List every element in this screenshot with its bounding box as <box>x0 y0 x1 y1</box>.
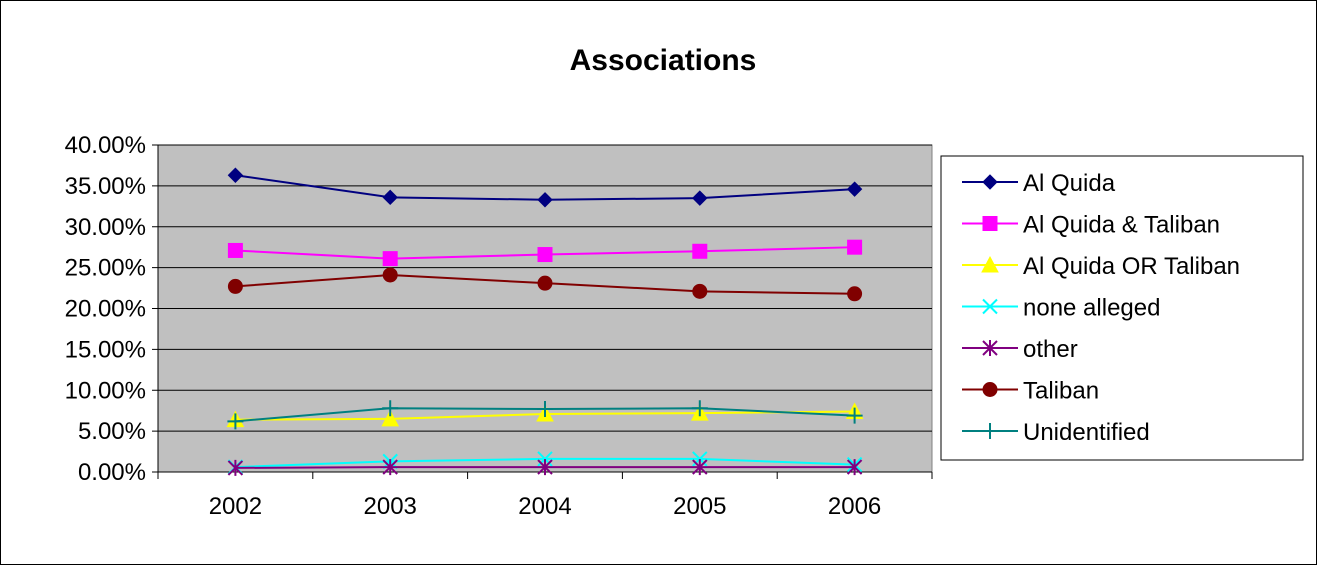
y-tick-label: 25.00% <box>65 255 146 282</box>
legend-label-other: other <box>1023 336 1078 363</box>
data-point-al-quida-taliban <box>537 247 553 263</box>
data-point-unidentified <box>537 401 553 418</box>
legend <box>940 155 1304 461</box>
data-point-al-quida-or-taliban <box>381 409 400 427</box>
data-point-unidentified <box>846 407 863 424</box>
data-point-other <box>692 459 708 476</box>
data-point-unidentified <box>382 400 399 417</box>
data-point-other <box>382 459 398 476</box>
legend-marker-al-quida-or-taliban <box>981 255 999 273</box>
data-point-al-quida <box>846 181 863 197</box>
legend-marker-taliban <box>982 382 998 397</box>
data-point-taliban <box>692 283 708 299</box>
legend-label-unidentified: Unidentified <box>1023 419 1150 446</box>
data-point-al-quida <box>382 189 398 206</box>
y-tick-label: 40.00% <box>65 132 146 159</box>
legend-marker-other <box>982 340 998 356</box>
legend-marker-al-quida-taliban <box>982 216 998 231</box>
legend-marker-unidentified <box>982 423 998 439</box>
data-point-al-quida <box>227 167 244 183</box>
x-tick-label: 2004 <box>518 493 571 520</box>
legend-label-al-quida-taliban: Al Quida & Taliban <box>1023 212 1220 239</box>
data-point-taliban <box>537 275 553 291</box>
y-tick-label: 0.00% <box>78 459 146 486</box>
data-point-unidentified <box>691 400 708 417</box>
y-tick-label: 30.00% <box>65 214 146 241</box>
data-point-other <box>227 459 244 476</box>
data-point-al-quida-taliban <box>692 243 708 259</box>
data-point-unidentified <box>227 413 244 430</box>
data-point-other <box>846 459 863 476</box>
chart-title: Associations <box>570 44 757 77</box>
data-point-al-quida <box>692 190 708 206</box>
data-point-al-quida-taliban <box>227 242 243 258</box>
legend-label-al-quida-or-taliban: Al Quida OR Taliban <box>1023 253 1240 280</box>
legend-marker-al-quida <box>982 174 998 190</box>
data-point-al-quida-taliban <box>382 251 398 267</box>
data-point-al-quida-taliban <box>847 239 863 255</box>
y-tick-label: 35.00% <box>65 173 146 200</box>
x-tick-label: 2005 <box>673 493 726 520</box>
y-tick-label: 20.00% <box>65 296 146 323</box>
legend-label-taliban: Taliban <box>1023 378 1099 405</box>
y-tick-label: 10.00% <box>65 377 146 404</box>
legend-label-none-alleged: none alleged <box>1023 295 1160 322</box>
y-tick-label: 5.00% <box>78 418 146 445</box>
data-point-taliban <box>847 286 863 302</box>
data-point-taliban <box>227 278 243 294</box>
x-tick-label: 2006 <box>828 493 881 520</box>
x-tick-label: 2002 <box>209 493 262 520</box>
legend-marker-none-alleged <box>982 298 998 315</box>
data-point-other <box>537 459 553 476</box>
legend-label-al-quida: Al Quida <box>1023 170 1116 197</box>
x-tick-label: 2003 <box>364 493 417 520</box>
y-tick-label: 15.00% <box>65 336 146 363</box>
data-point-taliban <box>382 267 398 283</box>
data-point-al-quida <box>537 192 553 208</box>
